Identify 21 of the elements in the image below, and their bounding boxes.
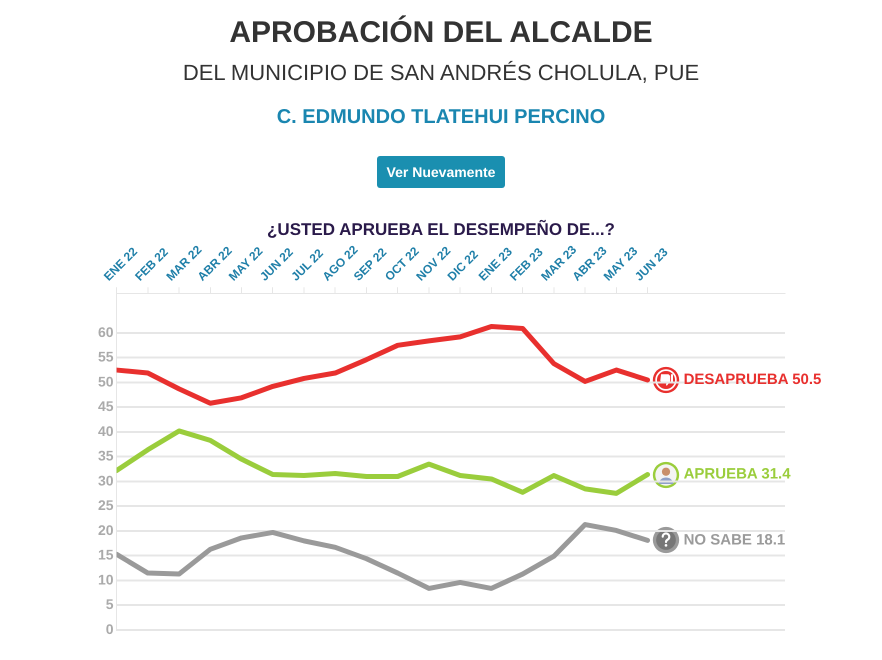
y-tick-label: 20 xyxy=(98,522,114,538)
text: DESAPRUEBA 50.5 xyxy=(684,371,822,388)
text: Ver Nuevamente xyxy=(376,156,506,188)
y-tick-label: 35 xyxy=(98,448,114,464)
y-tick-label: 0 xyxy=(106,620,114,637)
y-tick-label: 5 xyxy=(106,596,114,612)
y-tick-label: 55 xyxy=(98,348,114,365)
y-tick-label: 45 xyxy=(98,398,114,414)
y-tick-label: 15 xyxy=(98,546,114,563)
y-tick-label: 25 xyxy=(98,497,114,514)
text: NO SABE 18.1 xyxy=(684,532,786,549)
y-tick-label: 60 xyxy=(98,324,114,340)
chart-title: APROBACIÓN DEL ALCALDE xyxy=(228,16,654,50)
text: ¿USTED APRUEBA EL DESEMPEÑO DE...? xyxy=(266,220,616,240)
text: C. EDMUNDO TLATEHUI PERCINO xyxy=(276,106,606,129)
text: APRUEBA 31.4 xyxy=(684,466,791,483)
y-tick-label: 50 xyxy=(98,373,114,390)
y-tick-label: 10 xyxy=(98,571,114,588)
y-tick-label: 30 xyxy=(98,472,114,488)
chart-subtitle: DEL MUNICIPIO DE SAN ANDRÉS CHOLULA, PUE xyxy=(182,60,700,86)
y-tick-label: 40 xyxy=(98,422,114,439)
